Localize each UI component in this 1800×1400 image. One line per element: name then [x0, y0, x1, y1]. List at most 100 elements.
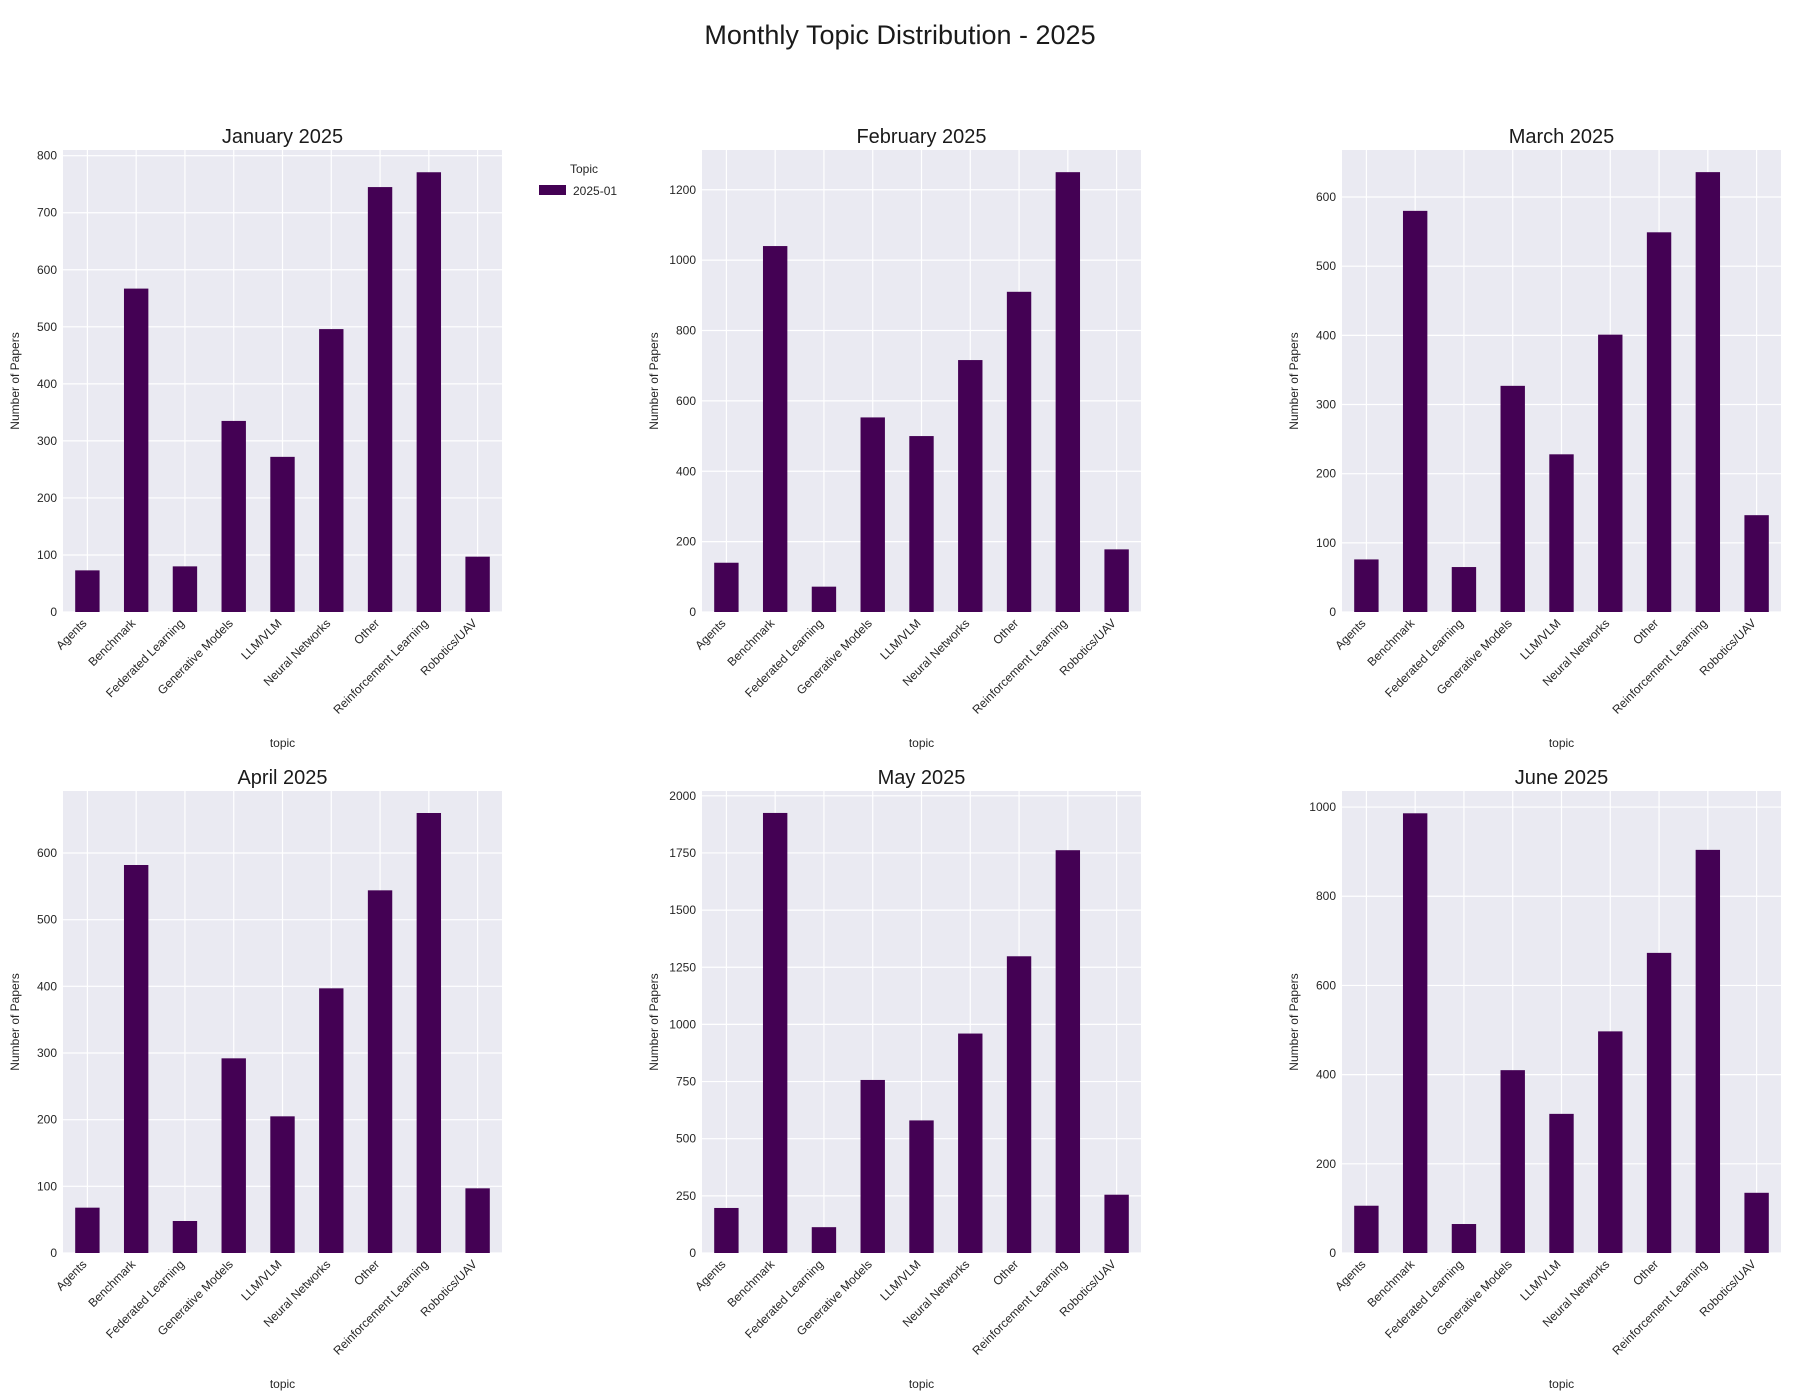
y-tick-label: 800	[676, 324, 696, 338]
bar-llm-vlm	[270, 456, 295, 612]
x-tick-label: Agents	[692, 1257, 728, 1293]
y-tick-label: 800	[1316, 889, 1336, 903]
chart-title: January 2025	[222, 126, 343, 148]
x-tick-label: Other	[1630, 616, 1661, 647]
y-tick-label: 1750	[669, 846, 696, 860]
chart-title: April 2025	[237, 767, 327, 789]
bar-benchmark	[1402, 210, 1428, 612]
x-tick-label: Benchmark	[85, 616, 139, 670]
bar-federated-learning	[811, 586, 837, 612]
bar-generative-models	[860, 1079, 885, 1253]
y-tick-label: 200	[37, 491, 57, 505]
y-tick-label: 250	[676, 1189, 696, 1203]
y-tick-label: 1250	[669, 960, 696, 974]
x-tick-label: Reinforcement Learning	[969, 1257, 1069, 1357]
y-tick-label: 200	[1316, 467, 1336, 481]
x-tick-label: Other	[1630, 1257, 1661, 1288]
bar-reinforcement-learning	[416, 813, 442, 1253]
y-tick-label: 200	[676, 535, 696, 549]
x-tick-label: Reinforcement Learning	[1609, 1257, 1709, 1357]
x-tick-label: Agents	[53, 616, 89, 652]
y-tick-label: 1000	[669, 253, 696, 267]
bar-agents	[75, 570, 100, 612]
y-tick-label: 200	[37, 1113, 57, 1127]
legend-title: Topic	[570, 162, 598, 176]
bar-federated-learning	[1451, 567, 1477, 612]
y-tick-label: 300	[1316, 398, 1336, 412]
y-tick-label: 200	[1316, 1157, 1336, 1171]
chart-panel-4: 0100200300400500600AgentsBenchmarkFedera…	[8, 767, 502, 1391]
bar-federated-learning	[172, 1221, 198, 1253]
y-tick-label: 700	[37, 206, 57, 220]
y-tick-label: 400	[37, 377, 57, 391]
y-tick-label: 500	[37, 913, 57, 927]
x-axis-label: topic	[1549, 1377, 1574, 1391]
y-tick-label: 500	[37, 320, 57, 334]
bar-federated-learning	[811, 1227, 837, 1253]
y-tick-label: 600	[37, 846, 57, 860]
bar-reinforcement-learning	[1055, 172, 1081, 613]
y-tick-label: 500	[676, 1132, 696, 1146]
y-tick-label: 750	[676, 1075, 696, 1089]
x-tick-label: Benchmark	[1364, 616, 1418, 670]
x-axis-label: topic	[909, 1377, 934, 1391]
chart-title: February 2025	[856, 126, 986, 148]
x-tick-label: Agents	[692, 616, 728, 652]
bar-robotics-uav	[1744, 515, 1769, 612]
bar-neural-networks	[958, 1033, 983, 1253]
y-tick-label: 400	[1316, 328, 1336, 342]
bar-generative-models	[860, 417, 885, 612]
chart-panel-1: 0 100 200 300 400 500 600 700 800 AgentsBenchmark…	[8, 126, 617, 750]
y-tick-label: 400	[1316, 1068, 1336, 1082]
bar-reinforcement-learning	[1695, 172, 1721, 613]
x-tick-label: Reinforcement Learning	[969, 616, 1069, 716]
figure-title: Monthly Topic Distribution - 2025	[704, 20, 1096, 50]
y-tick-label: 100	[37, 548, 57, 562]
bar-neural-networks	[1598, 334, 1623, 612]
y-tick-label: 0	[50, 605, 57, 619]
bar-benchmark	[123, 288, 149, 612]
bar-reinforcement-learning	[416, 172, 442, 612]
bar-robotics-uav	[1104, 549, 1129, 612]
legend-swatch	[539, 185, 566, 195]
chart-title: May 2025	[878, 767, 966, 789]
bar-federated-learning	[1451, 1224, 1477, 1253]
bar-reinforcement-learning	[1695, 849, 1721, 1253]
x-tick-label: Other	[351, 1257, 382, 1288]
bar-other	[367, 187, 393, 612]
x-tick-label: Agents	[1332, 616, 1368, 652]
y-tick-label: 1200	[669, 183, 696, 197]
x-tick-label: LLM/VLM	[238, 1257, 284, 1303]
bar-robotics-uav	[465, 556, 490, 612]
y-axis-label: Number of Papers	[1287, 973, 1301, 1070]
legend: Topic 2025-01	[539, 162, 617, 198]
y-tick-label: 0	[689, 1246, 696, 1260]
x-axis-label: topic	[270, 1377, 295, 1391]
y-tick-label: 300	[37, 1046, 57, 1060]
bar-robotics-uav	[465, 1188, 490, 1253]
y-tick-label: 300	[37, 434, 57, 448]
y-tick-label: 100	[37, 1179, 57, 1193]
y-axis-label: Number of Papers	[8, 332, 22, 429]
x-axis-label: topic	[1549, 736, 1574, 750]
x-tick-label: Agents	[53, 1257, 89, 1293]
x-tick-label: Benchmark	[724, 616, 778, 670]
bar-generative-models	[221, 420, 246, 612]
bar-benchmark	[762, 246, 788, 613]
y-tick-label: 400	[676, 464, 696, 478]
chart-panel-3: 0100200300400500600AgentsBenchmarkFedera…	[1287, 126, 1781, 750]
x-tick-label: Benchmark	[1364, 1257, 1418, 1311]
y-tick-label: 0	[1329, 1246, 1336, 1260]
bar-llm-vlm	[270, 1116, 295, 1253]
bar-agents	[714, 562, 739, 612]
y-tick-label: 0	[1329, 605, 1336, 619]
y-axis-label: Number of Papers	[647, 332, 661, 429]
chart-panel-2: 020040060080010001200AgentsBenchmarkFede…	[647, 126, 1141, 750]
bar-reinforcement-learning	[1055, 850, 1081, 1253]
y-tick-label: 2000	[669, 789, 696, 803]
bar-benchmark	[762, 812, 788, 1253]
bar-llm-vlm	[1549, 1113, 1574, 1253]
x-tick-label: LLM/VLM	[238, 616, 284, 662]
bar-other	[1006, 956, 1032, 1253]
